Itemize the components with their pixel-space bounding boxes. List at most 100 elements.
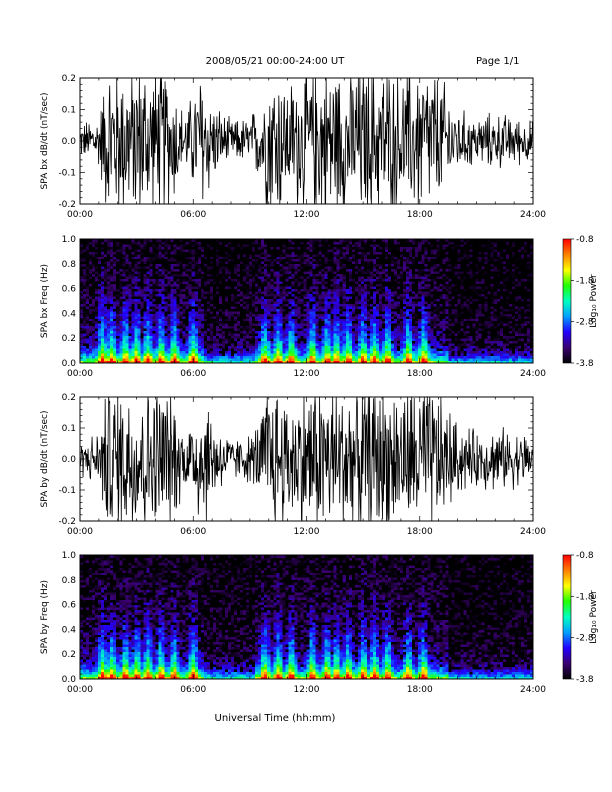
- spectrogram-cell: [360, 350, 365, 354]
- spectrogram-cell: [173, 276, 178, 280]
- spectrogram-cell: [113, 310, 117, 314]
- spectrogram-cell: [369, 343, 374, 347]
- spectrogram-cell: [206, 313, 211, 317]
- spectrogram-cell: [363, 263, 368, 267]
- spectrogram-cell: [351, 301, 356, 304]
- spectrogram-cell: [348, 283, 353, 287]
- spectrogram-cell: [300, 323, 304, 327]
- spectrogram-cell: [206, 261, 211, 265]
- spectrogram-cell: [291, 335, 295, 339]
- spectrogram-cell: [270, 248, 274, 252]
- spectrogram-cell: [143, 348, 147, 351]
- spectrogram-cell: [273, 276, 277, 280]
- spectrogram-cell: [372, 301, 377, 304]
- spectrogram-cell: [312, 320, 316, 324]
- spectrogram-cell: [261, 340, 265, 344]
- spectrogram-cell: [306, 263, 310, 267]
- spectrogram-cell: [185, 335, 190, 339]
- spectrogram-cell: [83, 320, 87, 324]
- spectrogram-cell: [372, 328, 377, 332]
- spectrogram-cell: [279, 330, 283, 334]
- spectrogram-cell: [197, 343, 202, 347]
- spectrogram-cell: [315, 338, 319, 342]
- spectrogram-cell: [137, 261, 141, 265]
- spectrogram-cell: [243, 310, 247, 314]
- spectrogram-cell: [363, 333, 368, 337]
- spectrogram-cell: [279, 239, 283, 242]
- spectrogram-cell: [83, 258, 87, 262]
- spectrogram-cell: [237, 333, 241, 337]
- spectrogram-cell: [146, 358, 150, 361]
- spectrogram-cell: [231, 335, 235, 339]
- spectrogram-cell: [348, 258, 353, 262]
- spectrogram-cell: [167, 343, 171, 347]
- spectrogram-cell: [167, 308, 171, 312]
- spectrogram-cell: [243, 348, 247, 351]
- spectrogram-cell: [215, 239, 220, 242]
- spectrogram-cell: [234, 253, 238, 257]
- spectrogram-cell: [158, 360, 162, 364]
- spectrogram-cell: [354, 273, 359, 277]
- spectrogram-cell: [270, 251, 274, 255]
- spectrogram-cell: [224, 296, 229, 299]
- spectrogram-cell: [327, 276, 332, 280]
- spectrogram-cell: [221, 360, 226, 364]
- spectrogram-cell: [294, 256, 298, 260]
- spectrogram-cell: [291, 355, 295, 359]
- spectrogram-cell: [182, 271, 187, 275]
- spectrogram-cell: [98, 268, 102, 272]
- spectrogram-cell: [134, 261, 138, 265]
- spectrogram-cell: [101, 239, 105, 242]
- spectrogram-cell: [167, 333, 171, 337]
- spectrogram-cell: [125, 328, 129, 332]
- spectrogram-cell: [288, 348, 292, 351]
- spectrogram-cell: [98, 271, 102, 275]
- spectrogram-cell: [297, 338, 301, 342]
- spectrogram-cell: [288, 328, 292, 332]
- spectrogram-cell: [264, 305, 268, 309]
- spectrogram-cell: [366, 256, 371, 260]
- spectrogram-cell: [288, 296, 292, 299]
- spectrogram-cell: [149, 315, 153, 319]
- spectrogram-cell: [354, 320, 359, 324]
- spectrogram-cell: [119, 313, 123, 317]
- spectrogram-cell: [113, 353, 117, 356]
- spectrogram-cell: [89, 281, 93, 285]
- spectrogram-cell: [303, 325, 307, 329]
- spectrogram-cell: [306, 325, 310, 329]
- spectrogram-cell: [312, 340, 316, 344]
- spectrogram-cell: [137, 296, 141, 299]
- spectrogram-cell: [294, 263, 298, 267]
- spectrogram-cell: [95, 360, 99, 364]
- spectrogram-cell: [348, 241, 353, 245]
- spectrogram-cell: [86, 340, 90, 344]
- spectrogram-cells: [80, 239, 534, 364]
- spectrogram-cell: [194, 251, 199, 255]
- spectrogram-cell: [288, 291, 292, 294]
- spectrogram-cell: [98, 315, 102, 319]
- spectrogram-cell: [306, 283, 310, 287]
- spectrogram-cell: [80, 350, 84, 354]
- spectrogram-cell: [234, 303, 238, 307]
- spectrogram-cell: [170, 251, 175, 255]
- spectrogram-cell: [309, 253, 313, 257]
- spectrogram-cell: [309, 343, 313, 347]
- spectrogram-cell: [255, 330, 259, 334]
- spectrogram-cell: [221, 291, 226, 294]
- spectrogram-cell: [209, 355, 214, 359]
- spectrogram-cell: [255, 318, 259, 322]
- spectrogram-cell: [321, 266, 326, 270]
- spectrogram-cell: [143, 303, 147, 307]
- spectrogram-cell: [270, 296, 274, 299]
- spectrogram-cell: [131, 315, 135, 319]
- spectrogram-cell: [303, 276, 307, 280]
- spectrogram-cell: [197, 243, 202, 247]
- spectrogram-cell: [152, 330, 156, 334]
- spectrogram-cell: [300, 305, 304, 309]
- spectrogram-cell: [285, 253, 289, 257]
- spectrogram-cell: [86, 263, 90, 267]
- spectrogram-cell: [276, 283, 280, 287]
- spectrogram-cell: [363, 343, 368, 347]
- spectrogram-cell: [101, 281, 105, 285]
- spectrogram-cell: [273, 291, 277, 294]
